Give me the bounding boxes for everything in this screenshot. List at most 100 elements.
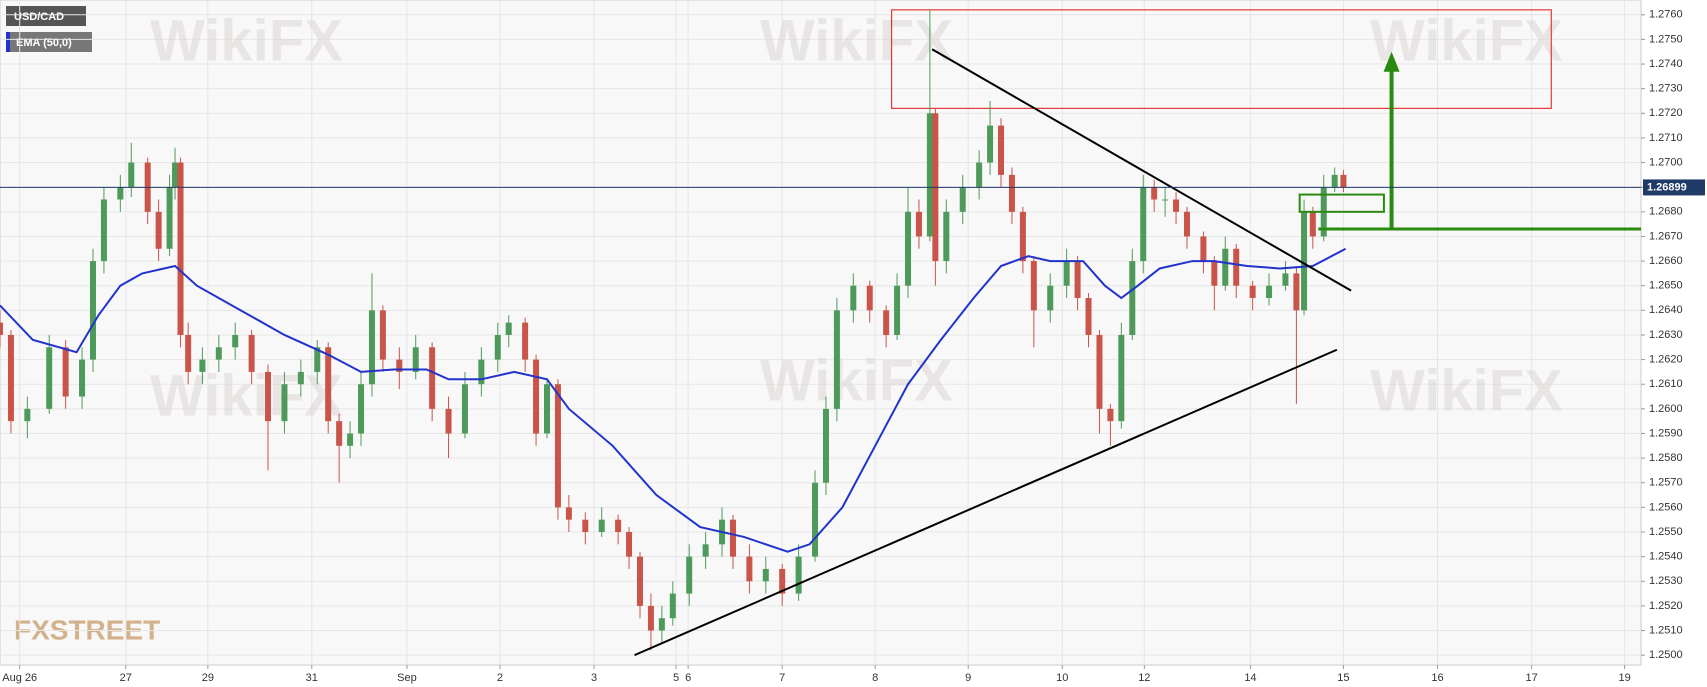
candle-body bbox=[1173, 199, 1180, 212]
candle-body bbox=[172, 162, 179, 188]
candle-body bbox=[959, 187, 966, 212]
candle-body bbox=[336, 421, 343, 446]
candle-body bbox=[762, 568, 769, 582]
candle-body bbox=[46, 347, 53, 409]
candle-body bbox=[658, 618, 665, 631]
y-tick-label: 1.2610 bbox=[1649, 378, 1683, 390]
y-tick-label: 1.2510 bbox=[1649, 624, 1683, 636]
logo: FXSTREET bbox=[14, 614, 160, 645]
candle-body bbox=[505, 322, 512, 335]
candle-body bbox=[544, 384, 550, 434]
candle-body bbox=[325, 347, 332, 422]
candle-body bbox=[368, 310, 375, 385]
candle-body bbox=[1030, 261, 1037, 311]
candle-body bbox=[232, 334, 239, 348]
y-tick-label: 1.2640 bbox=[1649, 304, 1683, 316]
y-tick-label: 1.2760 bbox=[1649, 9, 1683, 21]
candle-body bbox=[1162, 199, 1169, 201]
y-tick-label: 1.2580 bbox=[1649, 452, 1683, 464]
candle-body bbox=[1293, 273, 1300, 311]
candle-body bbox=[1233, 248, 1240, 286]
x-tick-label: 29 bbox=[202, 672, 214, 684]
candle-body bbox=[729, 519, 736, 557]
last-price-label: 1.26899 bbox=[1647, 181, 1687, 193]
watermark: WikiFX bbox=[150, 8, 343, 73]
candle-body bbox=[833, 310, 840, 409]
candle-body bbox=[1183, 211, 1190, 237]
x-tick-label: 14 bbox=[1244, 672, 1256, 684]
candle-body bbox=[248, 334, 255, 372]
watermarks: WikiFX WikiFX WikiFX WikiFX WikiFX WikiF… bbox=[150, 8, 1563, 428]
y-tick-label: 1.2670 bbox=[1649, 230, 1683, 242]
candle-body bbox=[926, 113, 933, 237]
watermark: WikiFX bbox=[1370, 358, 1563, 423]
candle-body bbox=[177, 162, 184, 335]
candle-body bbox=[62, 347, 69, 397]
candle-body bbox=[943, 211, 950, 262]
y-tick-label: 1.2750 bbox=[1649, 33, 1683, 45]
watermark: WikiFX bbox=[760, 348, 953, 413]
y-tick-label: 1.2660 bbox=[1649, 255, 1683, 267]
y-tick-label: 1.2650 bbox=[1649, 280, 1683, 292]
x-tick-label: 9 bbox=[965, 672, 971, 684]
candle-body bbox=[987, 125, 994, 163]
watermark: WikiFX bbox=[760, 8, 953, 73]
y-tick-label: 1.2540 bbox=[1649, 551, 1683, 563]
candle-body bbox=[554, 384, 561, 508]
candle-body bbox=[1096, 334, 1103, 409]
candle-body bbox=[347, 433, 354, 446]
watermark: WikiFX bbox=[1370, 8, 1563, 73]
x-tick-label: 2 bbox=[497, 672, 503, 684]
candle-body bbox=[998, 125, 1005, 175]
target-arrow-head bbox=[1383, 51, 1400, 72]
candle-body bbox=[1266, 285, 1273, 299]
y-tick-label: 1.2730 bbox=[1649, 83, 1683, 95]
candle-body bbox=[1309, 211, 1316, 237]
candle-body bbox=[445, 408, 452, 434]
x-tick-label: 7 bbox=[779, 672, 785, 684]
candle-body bbox=[894, 285, 901, 335]
candle-body bbox=[396, 359, 403, 372]
candle-body bbox=[1074, 261, 1081, 299]
y-tick-label: 1.2500 bbox=[1649, 649, 1683, 661]
resistance-zone bbox=[891, 9, 1552, 109]
candle-body bbox=[598, 519, 605, 532]
candle-body bbox=[746, 556, 753, 582]
trendline bbox=[634, 348, 1338, 657]
candle-body bbox=[976, 162, 983, 188]
candle-body bbox=[1200, 236, 1207, 262]
legend-indicator: EMA (50,0) bbox=[16, 37, 72, 49]
candle-body bbox=[779, 568, 786, 594]
ema-line bbox=[0, 247, 1347, 553]
candle-body bbox=[478, 359, 485, 385]
candle-body bbox=[429, 347, 436, 409]
y-tick-label: 1.2630 bbox=[1649, 329, 1683, 341]
candle-body bbox=[1249, 285, 1256, 299]
candle-body bbox=[79, 359, 86, 397]
x-tick-label: 5 bbox=[673, 672, 679, 684]
candle-body bbox=[1085, 298, 1092, 335]
trendline bbox=[931, 48, 1352, 292]
candle-body bbox=[379, 310, 386, 360]
breakout-box bbox=[1298, 193, 1385, 213]
candle-body bbox=[1063, 261, 1070, 286]
x-tick-label: 16 bbox=[1431, 672, 1443, 684]
candle-body bbox=[582, 519, 589, 532]
candle-body bbox=[155, 211, 162, 249]
candle-body bbox=[89, 261, 96, 360]
candle-body bbox=[100, 199, 107, 262]
y-tick-label: 1.2710 bbox=[1649, 132, 1683, 144]
x-tick-label: 8 bbox=[872, 672, 878, 684]
candle-body bbox=[522, 322, 529, 360]
candle-body bbox=[626, 532, 633, 557]
x-tick-label: 6 bbox=[685, 672, 691, 684]
y-tick-label: 1.2620 bbox=[1649, 353, 1683, 365]
candle-body bbox=[358, 384, 365, 434]
last-price-box bbox=[1643, 179, 1705, 196]
candle-body bbox=[905, 211, 912, 286]
candle-body bbox=[669, 593, 676, 619]
candle-body bbox=[265, 371, 272, 422]
candle-body bbox=[1129, 261, 1136, 335]
candle-body bbox=[1107, 408, 1114, 422]
